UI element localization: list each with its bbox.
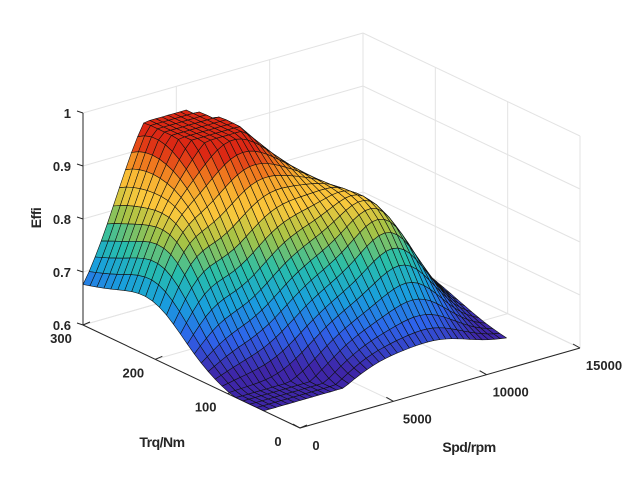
x-tick <box>292 423 301 429</box>
surface-patch <box>256 405 271 412</box>
z-axis-label: Effi <box>28 208 44 229</box>
z-tick-label: 0.9 <box>53 159 71 174</box>
efficiency-surface <box>82 109 507 412</box>
x-tick <box>479 370 487 376</box>
y-tick <box>155 355 163 360</box>
x-tick <box>386 396 394 402</box>
x-tick-label: 0 <box>312 438 319 453</box>
z-tick <box>76 163 84 167</box>
z-tick <box>76 110 84 114</box>
z-tick-label: 1 <box>64 106 71 121</box>
gridline <box>362 32 581 137</box>
y-tick-label: 300 <box>50 331 72 346</box>
y-tick-label: 100 <box>195 400 217 415</box>
z-tick <box>76 269 84 273</box>
z-tick <box>76 322 84 326</box>
gridline <box>362 85 581 190</box>
gridline <box>362 138 581 243</box>
z-tick <box>76 216 84 220</box>
y-tick <box>82 321 91 326</box>
z-tick-label: 0.7 <box>53 265 71 280</box>
z-tick-label: 0.6 <box>53 318 71 333</box>
x-tick <box>572 343 581 349</box>
x-tick-label: 5000 <box>403 411 432 426</box>
y-tick <box>299 424 308 429</box>
y-tick-label: 200 <box>122 365 144 380</box>
x-tick-label: 15000 <box>586 358 622 373</box>
y-tick-label: 0 <box>274 434 281 449</box>
gridline <box>362 191 581 296</box>
y-axis-label: Trq/Nm <box>139 434 184 450</box>
x-axis-label: Spd/rpm <box>442 439 495 455</box>
x-axis-line <box>299 347 581 429</box>
z-tick-label: 0.8 <box>53 212 71 227</box>
x-tick-label: 10000 <box>493 385 529 400</box>
gridline <box>82 32 364 114</box>
tick-labels: 0.6 0.7 0.8 0.9 1 0 100 200 300 0 5000 10000 15000 <box>50 106 622 453</box>
